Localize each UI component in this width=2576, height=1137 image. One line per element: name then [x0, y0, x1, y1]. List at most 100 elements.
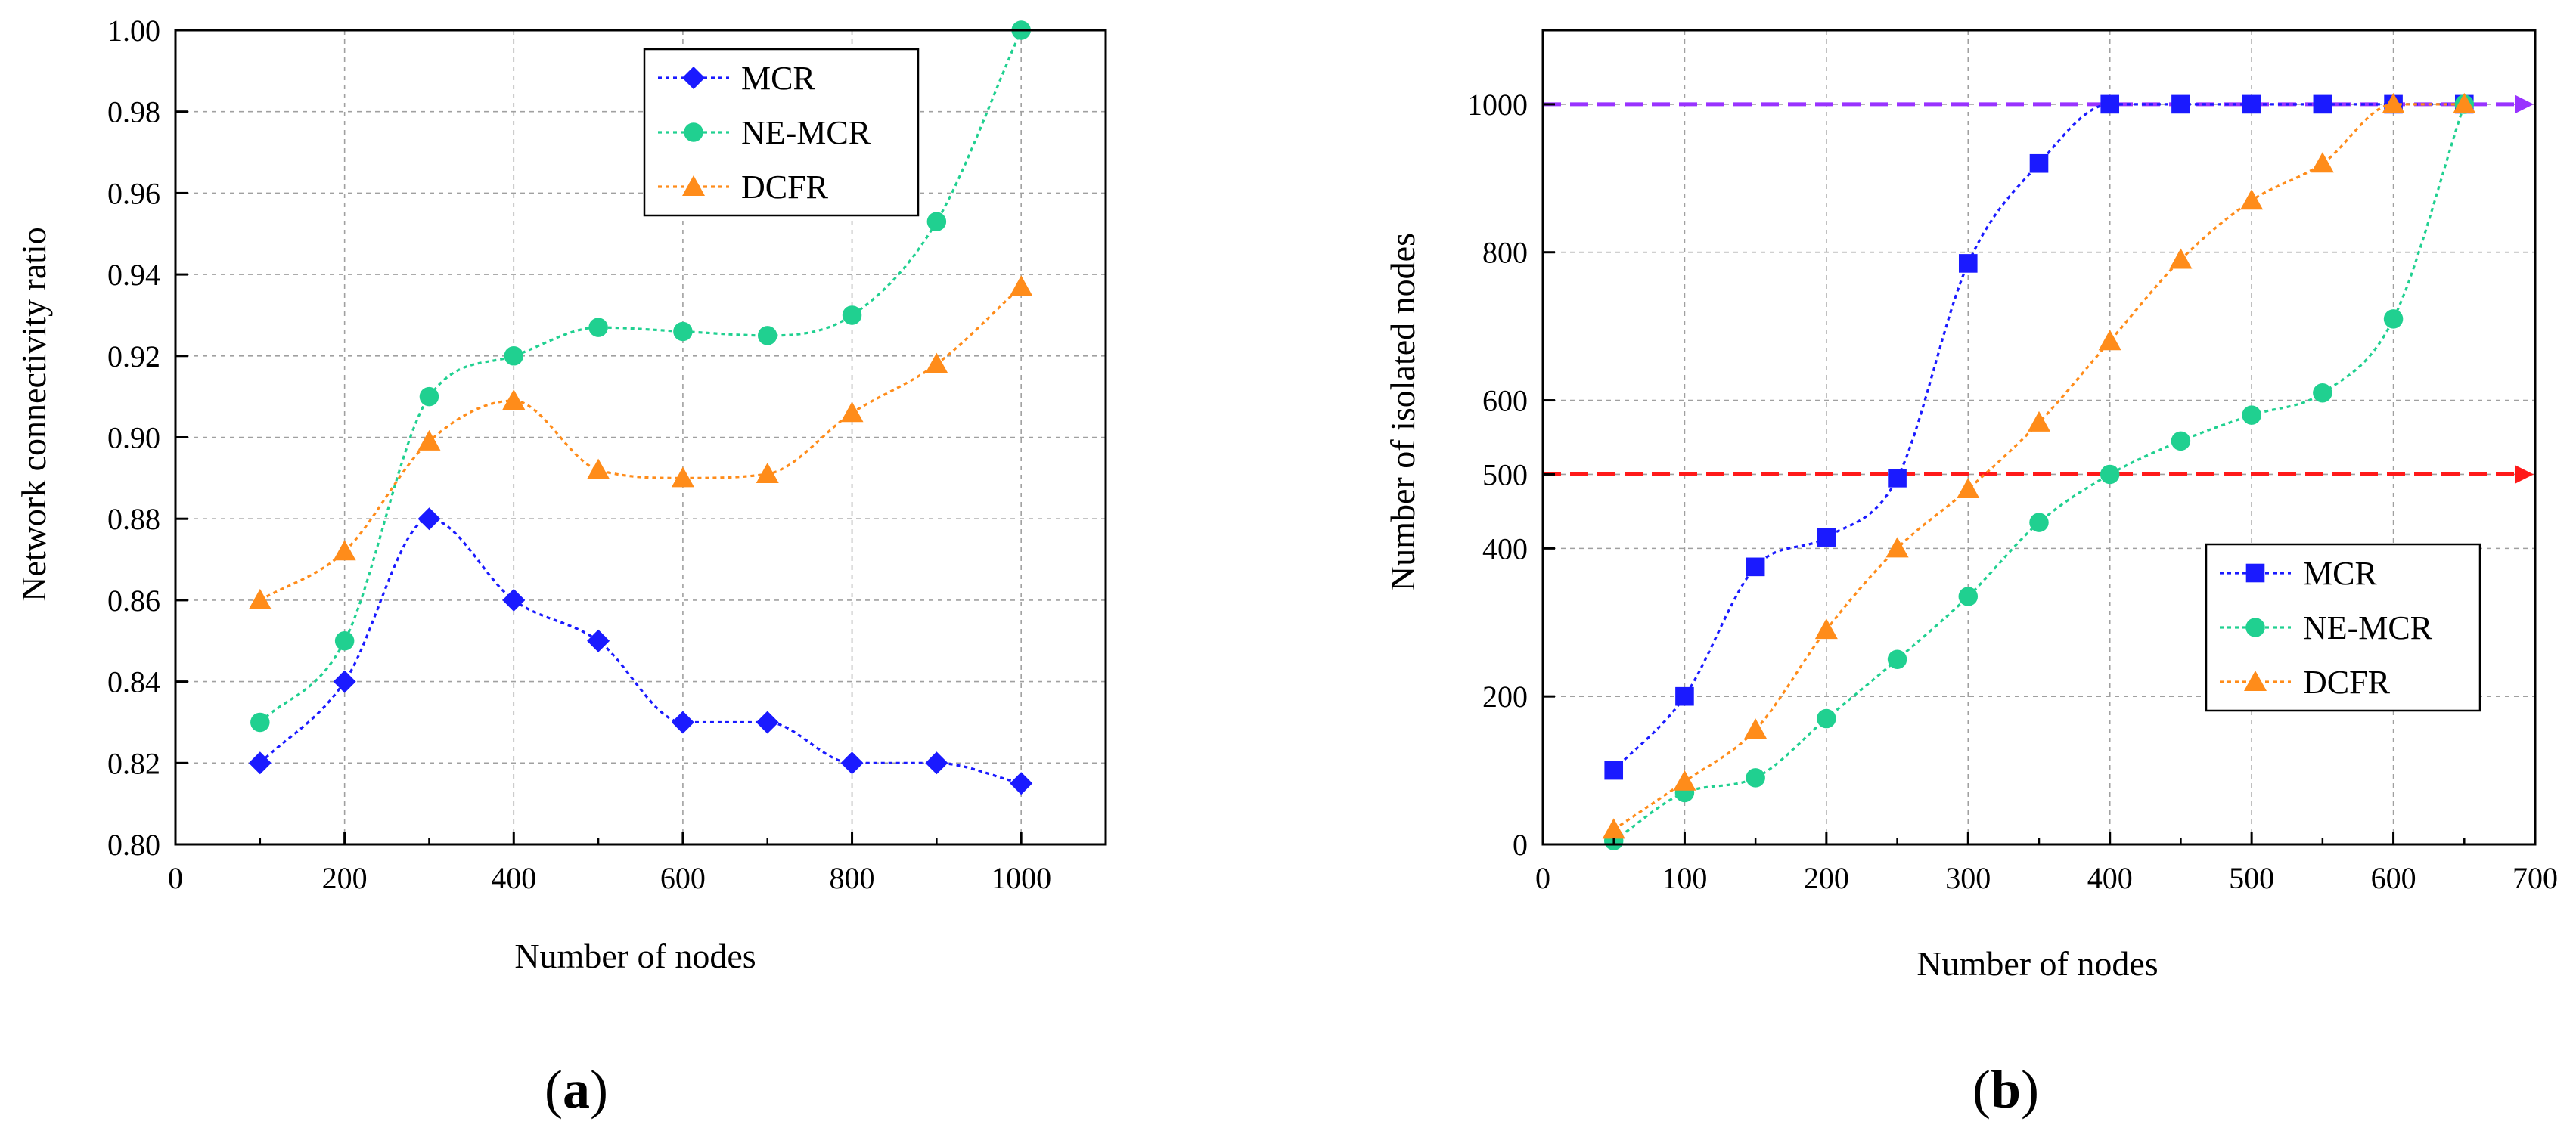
data-point — [417, 507, 441, 531]
data-point — [1814, 618, 1838, 640]
data-point — [2171, 431, 2191, 451]
legend-label: MCR — [741, 60, 815, 97]
data-point — [925, 352, 948, 373]
data-point — [2242, 94, 2261, 114]
reference-line-arrow — [2515, 465, 2534, 484]
y-tick-label: 0 — [1513, 828, 1528, 862]
series-line — [1612, 103, 2465, 772]
series-line — [259, 517, 1022, 785]
chart-b-y-axis-label: Number of isolated nodes — [1383, 233, 1422, 591]
chart-b-reference-lines — [1543, 94, 2534, 484]
x-tick-label: 400 — [491, 861, 536, 895]
x-tick-label: 700 — [2512, 861, 2558, 895]
legend-marker — [682, 67, 705, 89]
legend-item: DCFR — [2220, 664, 2391, 701]
data-point — [1010, 772, 1033, 795]
data-point — [925, 751, 948, 775]
legend-item: DCFR — [658, 169, 829, 206]
data-point — [417, 429, 441, 451]
y-tick-label: 0.80 — [107, 828, 160, 862]
legend-marker — [2244, 671, 2267, 691]
data-point — [2382, 92, 2405, 113]
series-dcfr — [1602, 92, 2476, 839]
series-mcr — [248, 507, 1033, 795]
data-point — [1958, 587, 1979, 606]
y-tick-label: 0.90 — [107, 421, 160, 455]
legend-marker — [684, 122, 703, 142]
data-point — [2240, 189, 2264, 210]
data-point — [1746, 557, 1765, 577]
data-point — [2098, 330, 2121, 351]
data-point — [756, 711, 779, 734]
data-point — [2028, 410, 2050, 432]
chart-b-series — [1602, 92, 2476, 850]
y-tick-label: 500 — [1482, 457, 1528, 491]
data-point — [1746, 768, 1765, 788]
reference-line-arrow — [2515, 94, 2534, 113]
legend-label: DCFR — [741, 169, 829, 206]
x-tick-label: 200 — [1804, 861, 1849, 895]
x-tick-label: 1000 — [991, 861, 1051, 895]
x-tick-label: 600 — [2371, 861, 2416, 895]
chart-panel-a: 0 200 400 600 800 1000 0.80 0.82 0.84 0.86 0.88 0.9… — [14, 14, 1107, 1120]
chart-panel-b: 0 100 200 300 400 500 600 700 0 200 400 500 600 800 10… — [1383, 29, 2558, 1120]
y-tick-label: 0.88 — [107, 502, 160, 536]
legend-label: DCFR — [2303, 664, 2391, 701]
data-point — [1744, 718, 1768, 739]
legend-item: MCR — [2220, 555, 2377, 592]
data-point — [250, 712, 270, 733]
x-tick-label: 0 — [1535, 861, 1550, 895]
chart-a-x-axis-label: Number of nodes — [514, 937, 756, 975]
y-tick-label: 200 — [1482, 680, 1528, 714]
chart-a-ticks: 0 200 400 600 800 1000 0.80 0.82 0.84 0.86 0.88 0.9… — [107, 14, 1051, 895]
x-tick-label: 200 — [322, 861, 368, 895]
y-tick-label: 0.86 — [107, 584, 160, 618]
x-tick-label: 800 — [830, 861, 875, 895]
series-ne-mcr — [1603, 94, 2475, 850]
series-line — [259, 286, 1023, 602]
data-point — [587, 458, 610, 479]
data-point — [587, 629, 610, 652]
y-tick-label: 0.84 — [107, 665, 160, 699]
data-point — [840, 401, 864, 423]
data-point — [502, 588, 526, 612]
y-tick-label: 0.92 — [107, 339, 160, 373]
y-tick-label: 800 — [1482, 236, 1528, 270]
data-point — [2029, 513, 2049, 532]
data-point — [248, 751, 272, 775]
data-point — [333, 540, 356, 561]
x-tick-label: 400 — [2087, 861, 2133, 895]
data-point — [2029, 153, 2049, 173]
data-point — [2242, 405, 2261, 425]
legend-item: NE-MCR — [658, 114, 871, 151]
data-point — [756, 462, 779, 483]
chart-b-ticks: 0 100 200 300 400 500 600 700 0 200 400 500 600 800 10… — [1467, 88, 2558, 895]
data-point — [504, 346, 524, 366]
data-point — [2100, 464, 2120, 485]
y-tick-label: 1.00 — [107, 14, 160, 48]
chart-a-legend: MCR NE-MCR DCFR — [643, 48, 920, 217]
y-tick-label: 0.96 — [107, 176, 160, 210]
data-point — [1888, 469, 1907, 488]
chart-b-x-axis-label: Number of nodes — [1916, 944, 2158, 983]
x-tick-label: 300 — [1945, 861, 1991, 895]
data-point — [673, 321, 693, 342]
series-dcfr — [248, 275, 1033, 609]
x-tick-label: 500 — [2229, 861, 2274, 895]
data-point — [671, 711, 694, 734]
data-point — [588, 318, 608, 337]
data-point — [1675, 686, 1694, 706]
x-tick-label: 100 — [1662, 861, 1707, 895]
legend-marker — [682, 175, 705, 196]
legend-label: NE-MCR — [741, 114, 871, 151]
chart-a-grid — [175, 30, 1106, 844]
data-point — [1957, 478, 1980, 499]
legend-item: NE-MCR — [2220, 609, 2433, 646]
data-point — [842, 305, 862, 325]
y-tick-label: 600 — [1482, 384, 1528, 418]
chart-a-series — [248, 20, 1033, 795]
y-tick-label: 1000 — [1467, 88, 1528, 122]
data-point — [1673, 770, 1696, 791]
y-tick-label: 0.98 — [107, 95, 160, 129]
data-point — [1887, 649, 1907, 669]
